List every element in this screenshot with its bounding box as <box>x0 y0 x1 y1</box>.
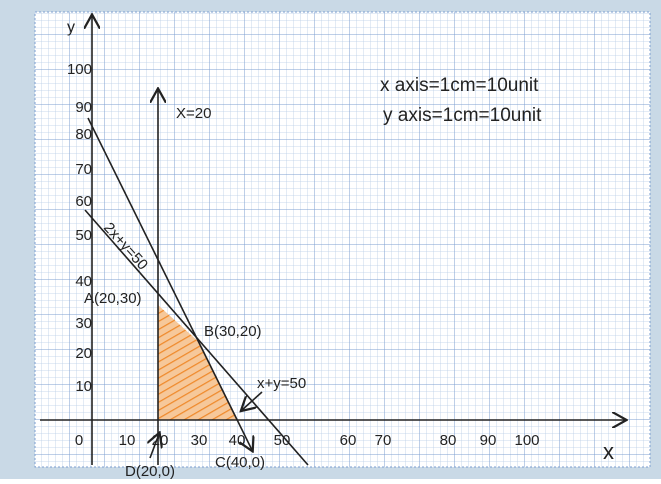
x-tick-label: 90 <box>480 432 497 449</box>
x-tick-label: 10 <box>119 432 136 449</box>
x-tick-label: 60 <box>340 432 357 449</box>
y-tick-label: 40 <box>75 273 92 290</box>
point-label: A(20,30) <box>84 290 142 307</box>
x-tick-label: 70 <box>375 432 392 449</box>
x-tick-label: 50 <box>274 432 291 449</box>
note: y axis=1cm=10unit <box>383 105 542 126</box>
y-tick-label: 50 <box>75 227 92 244</box>
note: x axis=1cm=10unit <box>380 75 539 96</box>
line-2x-y-50 <box>87 117 252 450</box>
arrow <box>150 434 159 459</box>
x-tick-label: 80 <box>440 432 457 449</box>
x-tick-label: 100 <box>514 432 539 449</box>
line-x-y-50 <box>84 209 309 466</box>
x-tick-label: 40 <box>229 432 246 449</box>
point-label: C(40,0) <box>215 454 265 471</box>
line-label: X=20 <box>176 105 211 122</box>
y-tick-label: 90 <box>75 99 92 116</box>
y-tick-label: 10 <box>75 378 92 395</box>
axis-name: y <box>67 19 75 36</box>
y-tick-label: 70 <box>75 161 92 178</box>
axis-name: x <box>603 439 614 464</box>
x-tick-label: 20 <box>152 432 169 449</box>
x-tick-label: 30 <box>191 432 208 449</box>
y-tick-label: 60 <box>75 193 92 210</box>
arrow <box>242 391 263 410</box>
point-label: B(30,20) <box>204 323 262 340</box>
point-label: D(20,0) <box>125 463 175 479</box>
grid <box>34 11 651 468</box>
y-tick-label: 30 <box>75 315 92 332</box>
y-tick-label: 80 <box>75 126 92 143</box>
line-label: x+y=50 <box>257 375 306 392</box>
y-tick-label: 100 <box>67 61 92 78</box>
feasible-region <box>158 305 238 420</box>
x-tick-label: 0 <box>75 432 83 449</box>
y-tick-label: 20 <box>75 345 92 362</box>
